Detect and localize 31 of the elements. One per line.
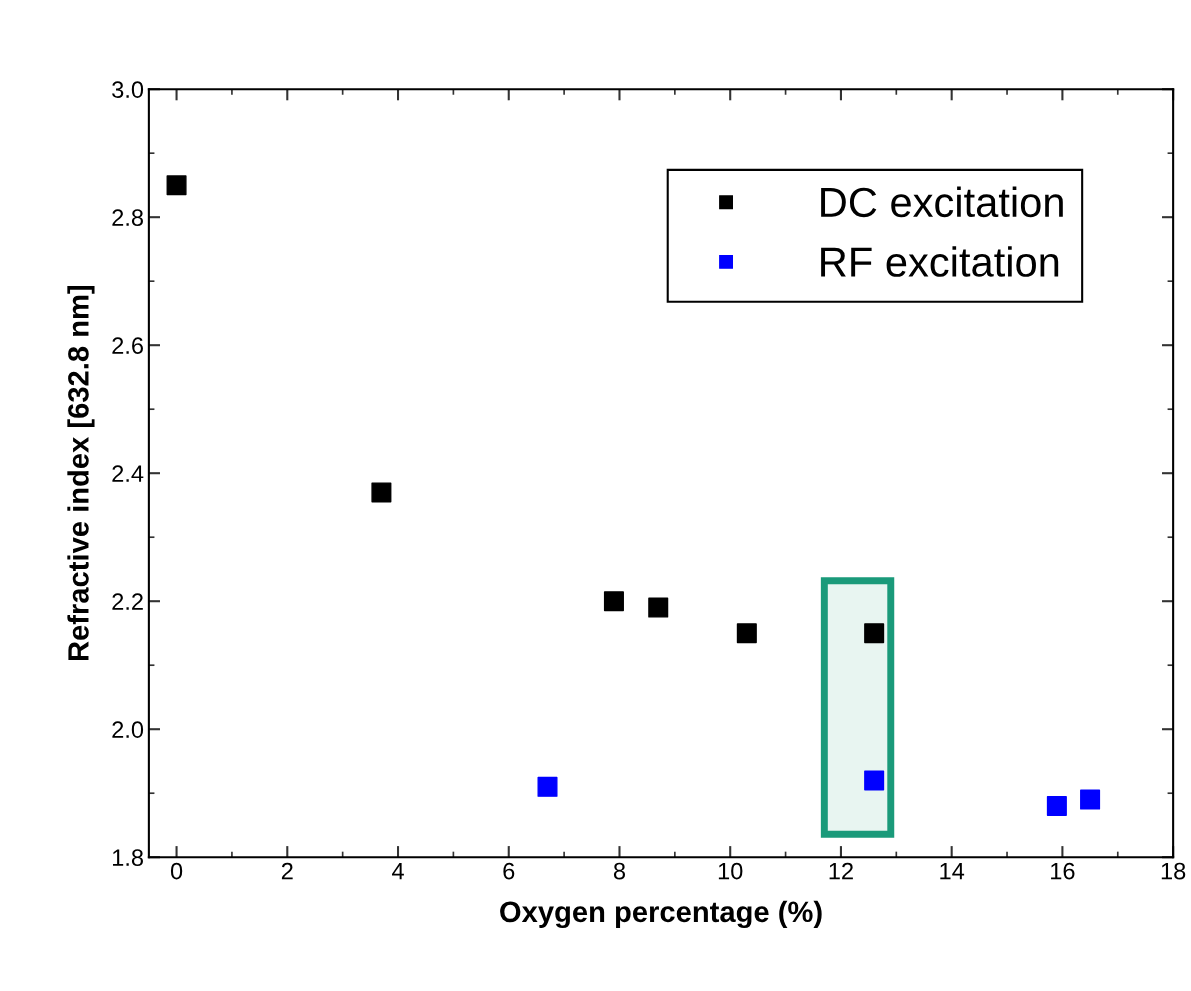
y-tick-label: 1.8 xyxy=(112,849,143,866)
point xyxy=(1080,789,1101,810)
y-tick-label: 2.2 xyxy=(112,593,143,610)
point xyxy=(603,591,624,612)
x-tick-label: 16 xyxy=(1051,862,1075,880)
point xyxy=(371,482,392,503)
x-tick-label: 10 xyxy=(718,862,743,880)
y-tick-label: 2.0 xyxy=(112,721,144,738)
x-tick-label: 8 xyxy=(613,862,626,880)
point xyxy=(1046,796,1067,817)
legend-label: RF excitation xyxy=(821,246,1059,277)
point xyxy=(864,623,885,644)
y-tick-label: 3.0 xyxy=(112,81,144,98)
x-tick-label: 4 xyxy=(392,862,404,880)
y-tick-label: 2.8 xyxy=(112,209,143,226)
point xyxy=(648,597,669,618)
x-tick-label: 14 xyxy=(940,862,965,880)
point xyxy=(537,776,558,797)
point xyxy=(864,770,885,791)
y-tick-label: 2.6 xyxy=(112,337,143,354)
x-tick-label: 12 xyxy=(829,862,853,880)
x-tick-label: 2 xyxy=(281,862,293,880)
y-tick-label: 2.4 xyxy=(112,465,144,482)
x-axis-title: Oxygen percentage (%) xyxy=(500,900,822,929)
x-tick-label: 18 xyxy=(1161,862,1186,880)
point xyxy=(736,623,757,644)
x-tick-label: 6 xyxy=(503,862,515,880)
legend-label: DC excitation xyxy=(821,186,1063,218)
y-axis-title: Refractive index [632.8 nm] xyxy=(67,285,95,661)
point xyxy=(166,175,187,196)
x-tick-label: 0 xyxy=(170,862,183,880)
